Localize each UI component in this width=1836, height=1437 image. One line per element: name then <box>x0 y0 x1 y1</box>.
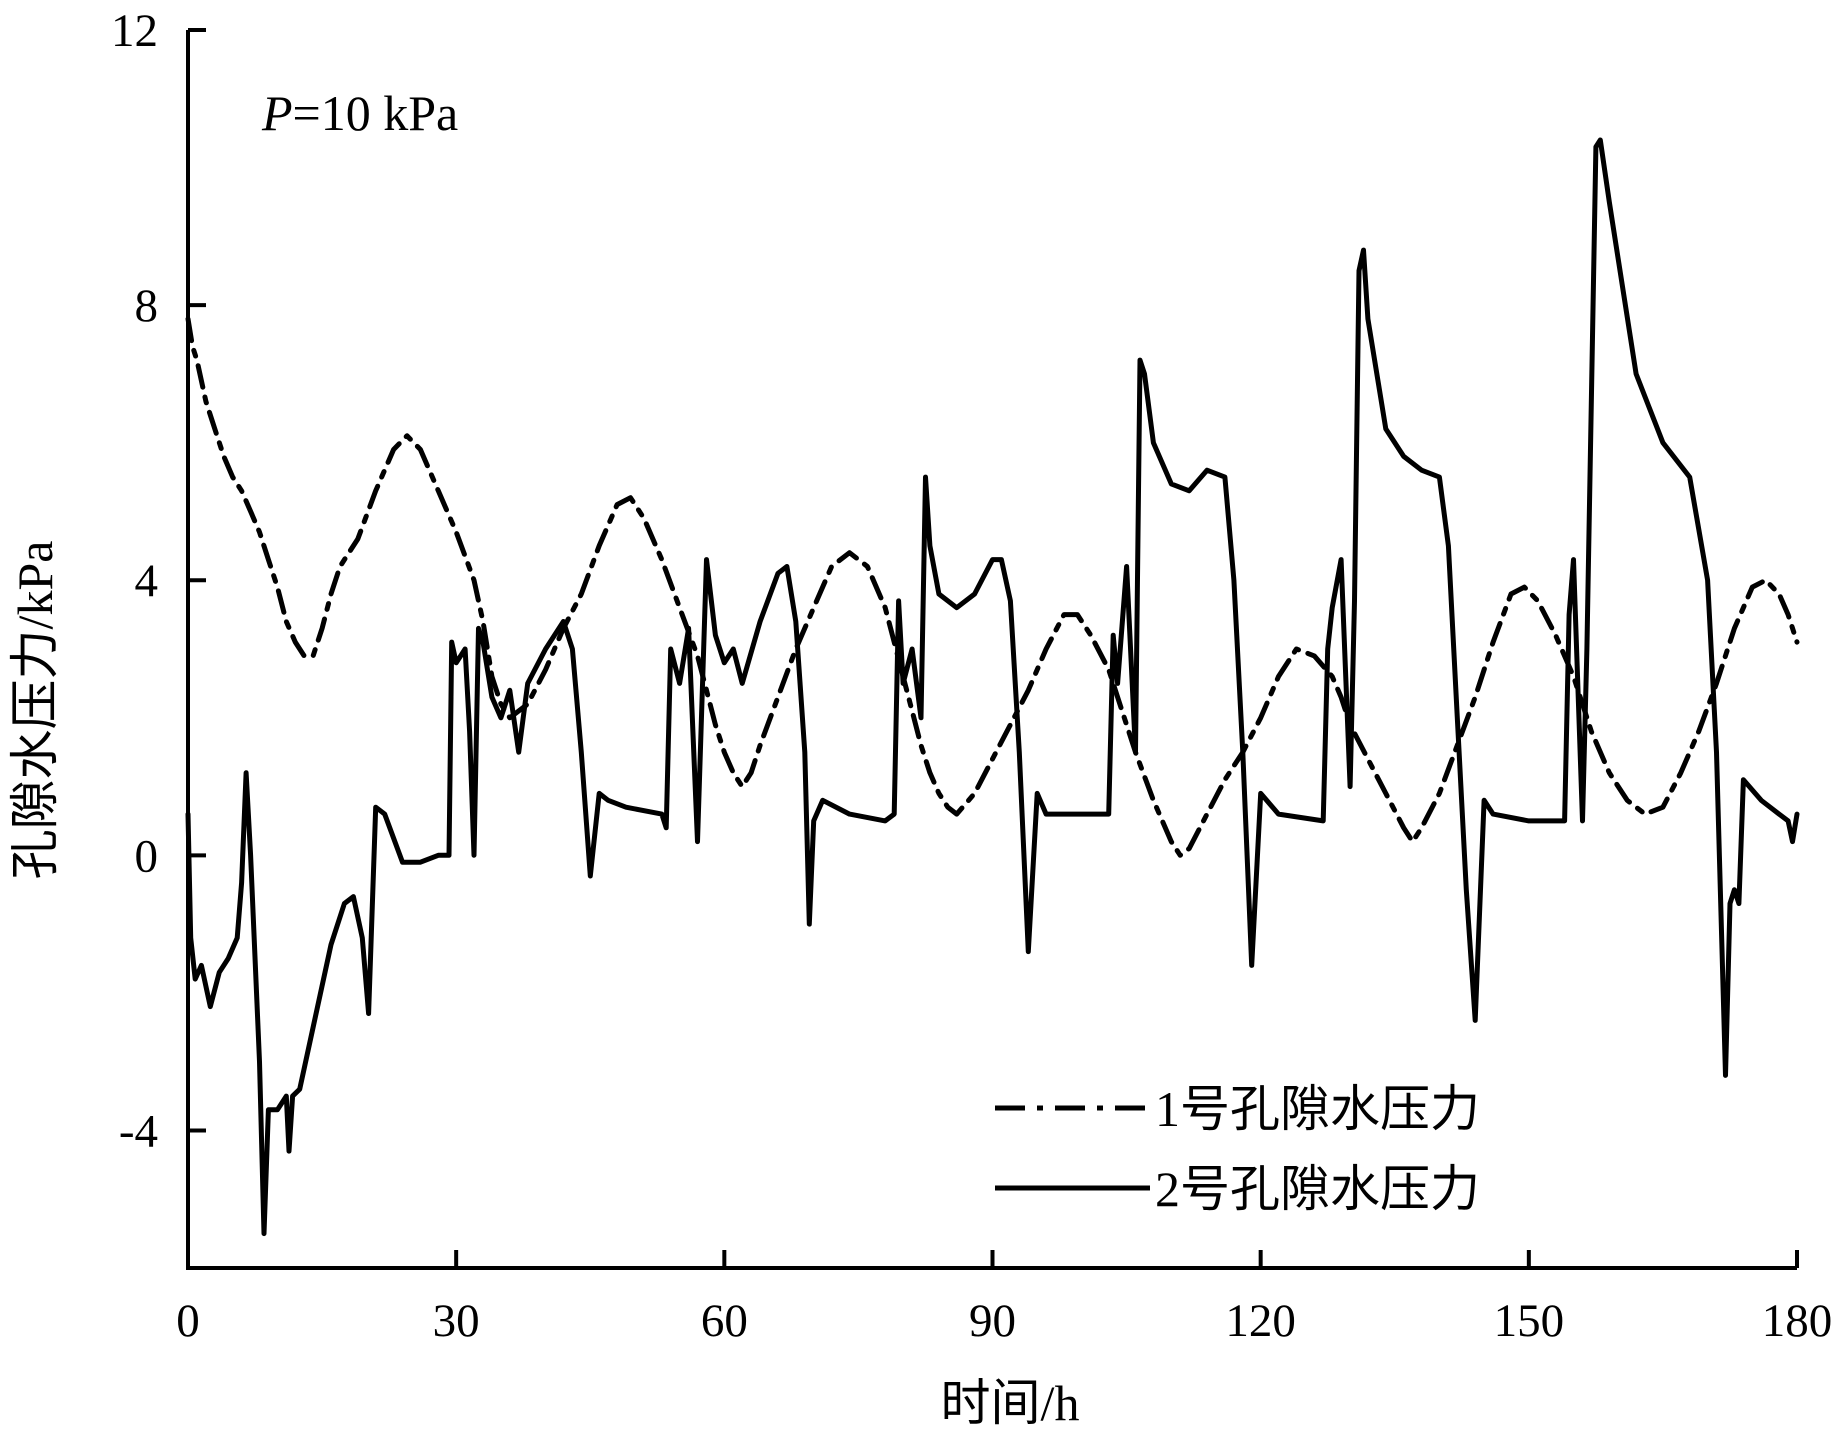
x-tick-label: 30 <box>433 1295 480 1347</box>
axes <box>186 30 1797 1270</box>
plot-lines <box>185 137 1800 1237</box>
x-ticks: 0 30 60 90 120 150 180 <box>176 1250 1832 1347</box>
x-tick-label: 0 <box>176 1295 200 1347</box>
legend: 1号孔隙水压力 2号孔隙水压力 <box>995 1081 1480 1217</box>
pressure-annotation: P=10 kPa <box>261 85 458 141</box>
x-tick-label: 90 <box>969 1295 1016 1347</box>
x-tick-label: 60 <box>701 1295 748 1347</box>
y-tick-label: 12 <box>111 5 158 57</box>
y-tick-label: 8 <box>135 280 159 332</box>
series-line-1 <box>185 316 1800 858</box>
x-axis-title: 时间/h <box>941 1375 1080 1431</box>
y-ticks: -4 0 4 8 12 <box>111 5 206 1157</box>
legend-label-series-1: 1号孔隙水压力 <box>1155 1081 1480 1137</box>
annotation-value: =10 kPa <box>293 85 459 141</box>
x-tick-label: 120 <box>1225 1295 1296 1347</box>
annotation-symbol: P <box>261 85 293 141</box>
y-tick-label: 4 <box>135 555 159 607</box>
legend-label-series-2: 2号孔隙水压力 <box>1155 1161 1480 1217</box>
series-line-2 <box>185 137 1800 1237</box>
x-tick-label: 150 <box>1494 1295 1565 1347</box>
y-tick-label: 0 <box>135 830 159 882</box>
y-tick-label: -4 <box>119 1105 158 1157</box>
x-tick-label: 180 <box>1762 1295 1833 1347</box>
y-axis-title: 孔隙水压力/kPa <box>7 541 63 880</box>
